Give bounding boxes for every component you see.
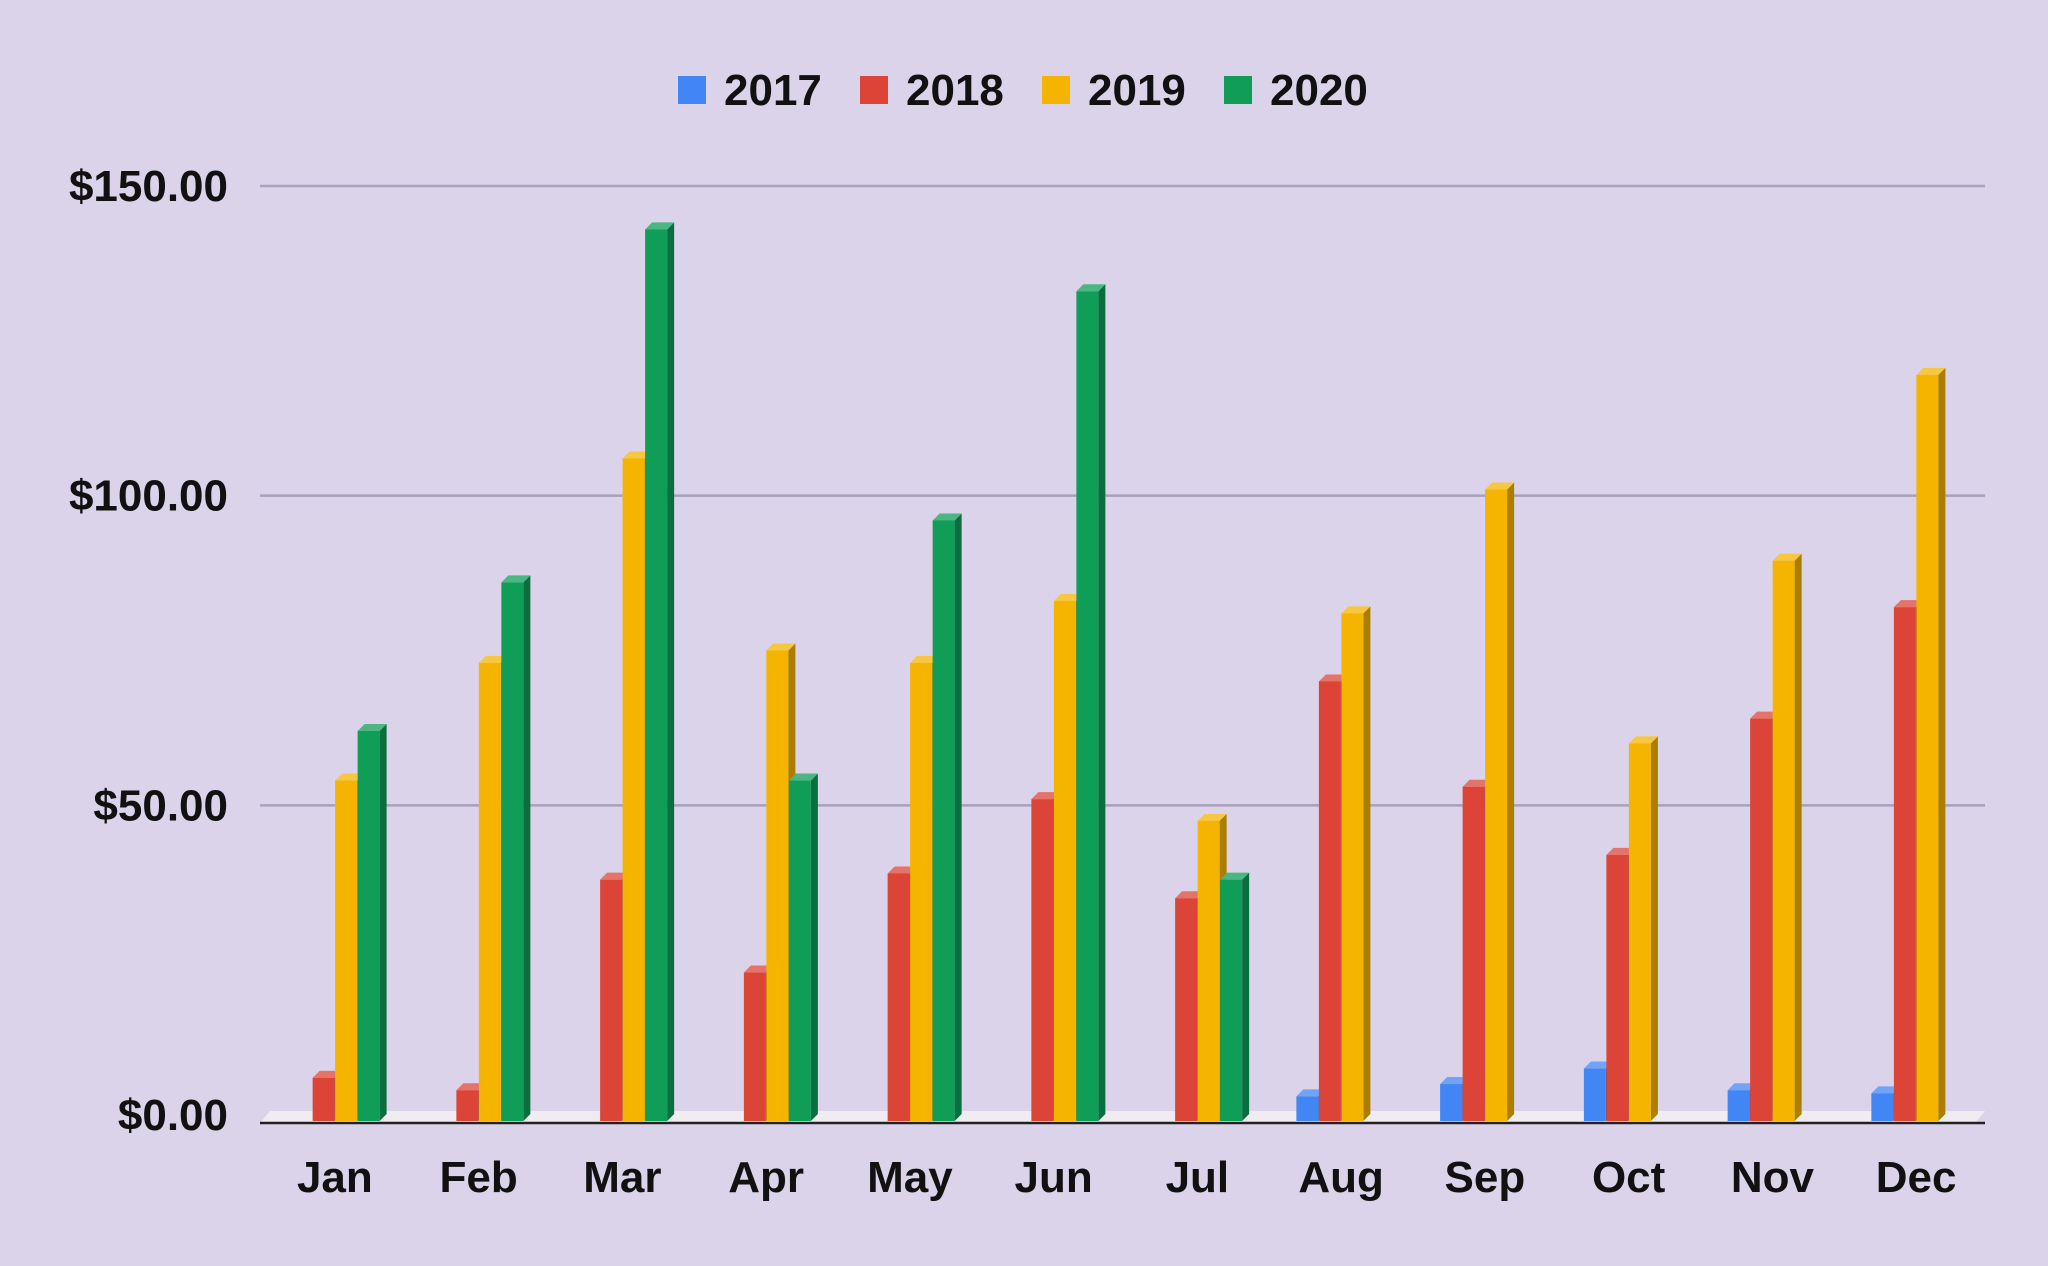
legend: 2017 2018 2019 2020: [678, 66, 1368, 115]
legend-item-2020: 2020: [1224, 66, 1368, 115]
bar-2020-Jul: [1220, 872, 1250, 1121]
bar-2020-Jun: [1076, 284, 1106, 1122]
legend-item-2017: 2017: [678, 66, 822, 115]
bar-2020-Apr: [788, 773, 818, 1121]
x-tick-label-jul: Jul: [1166, 1153, 1230, 1202]
legend-label: 2018: [906, 66, 1004, 115]
bar-2019-Aug: [1341, 606, 1371, 1121]
x-tick-label-jun: Jun: [1015, 1153, 1093, 1202]
x-tick-label-may: May: [867, 1153, 953, 1202]
bar-2020-Mar: [645, 222, 675, 1121]
legend-item-2018: 2018: [860, 66, 1004, 115]
bar-2020-Feb: [501, 575, 531, 1121]
legend-swatch: [1224, 76, 1252, 104]
bar-2019-Dec: [1916, 367, 1946, 1121]
x-tick-label-sep: Sep: [1445, 1153, 1526, 1202]
legend-swatch: [1042, 76, 1070, 104]
legend-label: 2019: [1088, 66, 1186, 115]
x-tick-label-feb: Feb: [440, 1153, 518, 1202]
x-tick-label-dec: Dec: [1876, 1153, 1957, 1202]
bar-2019-Nov: [1772, 553, 1802, 1121]
legend-label: 2017: [724, 66, 822, 115]
bar-2020-Jan: [357, 724, 387, 1121]
x-tick-label-nov: Nov: [1731, 1153, 1815, 1202]
bar-2019-Sep: [1485, 482, 1515, 1121]
bars: [312, 222, 1946, 1122]
y-tick-label: $50.00: [93, 781, 228, 830]
grid-lines: [260, 184, 1985, 807]
y-axis-tick-labels: $0.00 $50.00 $100.00 $150.00: [69, 162, 228, 1140]
x-tick-label-mar: Mar: [583, 1153, 661, 1202]
y-tick-label: $150.00: [69, 162, 228, 211]
y-tick-label: $100.00: [69, 472, 228, 521]
legend-label: 2020: [1270, 66, 1368, 115]
legend-item-2019: 2019: [1042, 66, 1186, 115]
chart-floor: [260, 1111, 1985, 1125]
x-tick-label-jan: Jan: [297, 1153, 373, 1202]
bar-2019-Oct: [1628, 736, 1658, 1121]
legend-swatch: [678, 76, 706, 104]
x-tick-label-oct: Oct: [1592, 1153, 1666, 1202]
x-tick-label-aug: Aug: [1298, 1153, 1384, 1202]
floor-plane: [260, 1111, 1985, 1123]
x-tick-label-apr: Apr: [728, 1153, 804, 1202]
y-tick-label: $0.00: [118, 1091, 228, 1140]
x-axis-tick-labels: Jan Feb Mar Apr May Jun Jul Aug Sep Oct Nov Dec: [297, 1153, 1957, 1202]
bar-2020-May: [932, 513, 962, 1121]
legend-swatch: [860, 76, 888, 104]
